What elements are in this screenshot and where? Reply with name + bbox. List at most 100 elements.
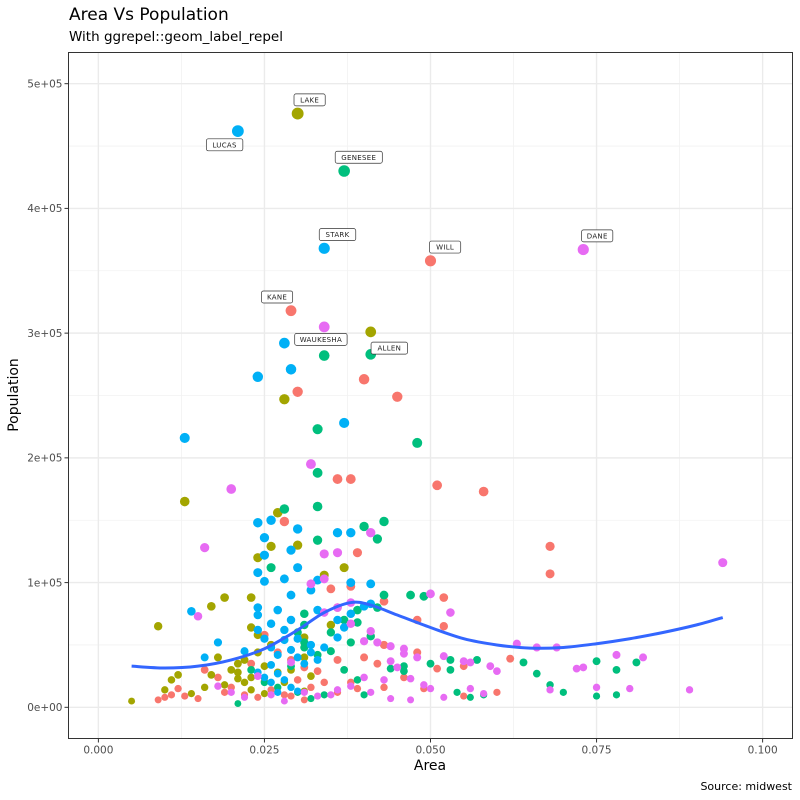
point-oh bbox=[313, 655, 322, 664]
point-il bbox=[358, 374, 370, 385]
labels-layer: LAKE LUCAS GENESEE STARK WILL DANE KANE WAUKESH… bbox=[205, 93, 614, 355]
x-tick-label: 0.000 bbox=[83, 745, 113, 757]
x-tick-label: 0.100 bbox=[748, 745, 778, 757]
point-mi bbox=[406, 590, 415, 600]
point-wi bbox=[318, 321, 330, 333]
point-il bbox=[353, 684, 362, 693]
point-wi bbox=[333, 686, 342, 694]
point-in bbox=[247, 673, 255, 682]
point-il bbox=[227, 683, 235, 692]
point-oh bbox=[240, 647, 249, 656]
point-il bbox=[439, 593, 449, 602]
point-label: DANE bbox=[581, 229, 614, 243]
point-mi bbox=[300, 609, 309, 619]
point-wi bbox=[572, 664, 581, 673]
point-wi bbox=[226, 484, 237, 494]
point-il bbox=[279, 516, 290, 527]
point-wi bbox=[305, 459, 316, 470]
point-wi bbox=[214, 682, 222, 690]
point-wi bbox=[319, 549, 329, 559]
point-mi bbox=[234, 700, 242, 707]
point-label-box bbox=[334, 150, 383, 164]
point-mi bbox=[266, 563, 276, 573]
point-label-box bbox=[581, 229, 614, 243]
point-oh bbox=[273, 605, 283, 615]
point-label-box bbox=[429, 240, 462, 254]
point-oh bbox=[267, 678, 275, 687]
smooth-line bbox=[131, 600, 724, 670]
point-label-text: ALLEN bbox=[377, 345, 401, 353]
point-wi bbox=[420, 681, 428, 689]
point-in bbox=[307, 672, 315, 680]
point-oh bbox=[273, 669, 282, 678]
point-in bbox=[260, 689, 269, 698]
point-wi bbox=[446, 608, 455, 617]
point-oh bbox=[320, 643, 329, 652]
point-wi bbox=[227, 688, 235, 696]
point-il bbox=[432, 480, 443, 491]
point-mi bbox=[379, 516, 389, 527]
point-mi bbox=[300, 643, 309, 652]
point-in bbox=[293, 540, 303, 550]
point-wi bbox=[193, 611, 203, 621]
point-il bbox=[194, 695, 202, 703]
point-oh bbox=[293, 653, 302, 662]
y-axis: 0e+00 1e+05 2e+05 3e+05 4e+05 5e+05 bbox=[27, 78, 69, 714]
point-oh bbox=[294, 687, 302, 695]
point-il bbox=[545, 569, 555, 579]
point-il bbox=[380, 683, 388, 692]
point-mi bbox=[473, 655, 481, 664]
point-wi bbox=[360, 673, 368, 682]
y-tick-label: 3e+05 bbox=[27, 328, 62, 340]
point-oh bbox=[346, 528, 356, 538]
point-oh bbox=[187, 606, 196, 616]
point-il bbox=[373, 659, 382, 668]
point-wi bbox=[386, 657, 395, 666]
point-il bbox=[392, 391, 403, 402]
point-il bbox=[293, 676, 302, 684]
point-oh bbox=[346, 578, 356, 588]
point-mi bbox=[412, 437, 423, 448]
point-mi bbox=[307, 695, 315, 703]
point-oh bbox=[260, 634, 269, 643]
point-in bbox=[187, 689, 196, 698]
point-oh bbox=[313, 575, 323, 585]
point-oh bbox=[313, 605, 322, 615]
point-wi bbox=[626, 684, 634, 693]
point-in bbox=[365, 326, 377, 338]
point-mi bbox=[312, 467, 323, 478]
point-oh bbox=[266, 619, 276, 628]
point-mi bbox=[326, 628, 336, 637]
point-wi bbox=[639, 653, 648, 662]
point-wi bbox=[612, 650, 621, 659]
point-il bbox=[267, 686, 275, 694]
point-il bbox=[247, 659, 256, 668]
point-label-text: LAKE bbox=[300, 96, 319, 104]
y-tick-label: 2e+05 bbox=[27, 453, 62, 465]
point-oh bbox=[287, 683, 295, 692]
point-oh bbox=[339, 417, 350, 429]
point-il bbox=[424, 255, 437, 267]
point-in bbox=[246, 593, 256, 602]
point-il bbox=[379, 596, 389, 606]
x-tick-label: 0.050 bbox=[415, 745, 445, 757]
point-mi bbox=[592, 657, 601, 666]
point-mi bbox=[559, 688, 567, 696]
point-il bbox=[326, 584, 336, 594]
point-oh bbox=[306, 640, 316, 650]
point-in bbox=[213, 653, 222, 662]
point-oh bbox=[260, 673, 269, 682]
point-in bbox=[161, 686, 169, 694]
point-label-text: KANE bbox=[267, 293, 287, 301]
point-mi bbox=[353, 618, 362, 627]
point-in bbox=[227, 666, 236, 674]
point-il bbox=[181, 692, 189, 700]
point-il bbox=[460, 692, 468, 700]
point-wi bbox=[440, 693, 448, 701]
point-il bbox=[313, 667, 322, 676]
x-axis: 0.000 0.025 0.050 0.075 0.100 bbox=[83, 738, 778, 757]
point-oh bbox=[333, 633, 342, 642]
point-wi bbox=[592, 683, 601, 692]
grid-major bbox=[68, 52, 793, 739]
